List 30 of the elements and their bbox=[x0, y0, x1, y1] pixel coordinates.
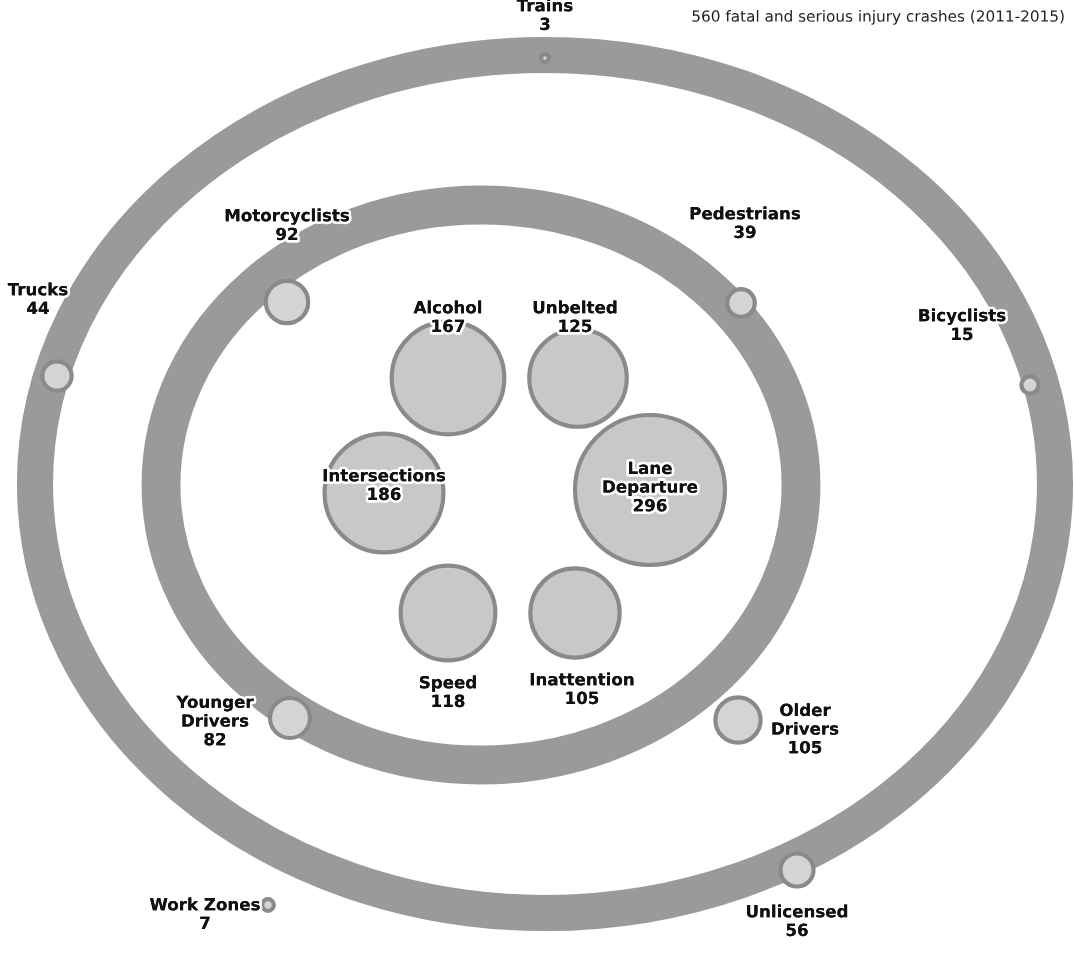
category-label: Work Zones bbox=[150, 897, 260, 911]
data-label: 125 bbox=[559, 319, 592, 333]
category-label: Pedestrians bbox=[690, 206, 801, 220]
data-label: 82 bbox=[204, 732, 226, 746]
category-label: Bicyclists bbox=[919, 308, 1006, 325]
category-label: Unbelted bbox=[533, 300, 617, 314]
data-label: 296 bbox=[633, 498, 667, 512]
data-label: 3 bbox=[540, 17, 550, 31]
data-label: 92 bbox=[276, 227, 298, 241]
category-label: Motorcyclists bbox=[225, 208, 349, 225]
category-label: Unlicensed bbox=[747, 904, 848, 918]
data-label: 7 bbox=[200, 916, 210, 929]
data-label: 167 bbox=[432, 319, 465, 333]
data-label: 105 bbox=[566, 691, 599, 705]
data-label: 186 bbox=[368, 487, 401, 501]
category-label: Younger Drivers bbox=[176, 695, 254, 727]
data-label: 44 bbox=[27, 301, 49, 314]
category-label: Inattention bbox=[530, 672, 634, 686]
data-label: 56 bbox=[786, 923, 808, 937]
data-label: 15 bbox=[952, 327, 973, 341]
category-label: Trucks bbox=[7, 282, 68, 296]
text: 560 fatal and serious injury crashes (2011-2015) bbox=[692, 10, 1064, 25]
data-label: 105 bbox=[789, 740, 822, 754]
data-label: 39 bbox=[734, 225, 756, 239]
category-label: Intersections bbox=[323, 468, 445, 482]
data-label: 118 bbox=[432, 694, 465, 708]
category-label: Alcohol bbox=[413, 300, 482, 314]
category-label: Older Drivers bbox=[772, 703, 839, 735]
category-label: Lane Departure bbox=[603, 461, 698, 497]
category-label: Speed bbox=[419, 675, 476, 692]
